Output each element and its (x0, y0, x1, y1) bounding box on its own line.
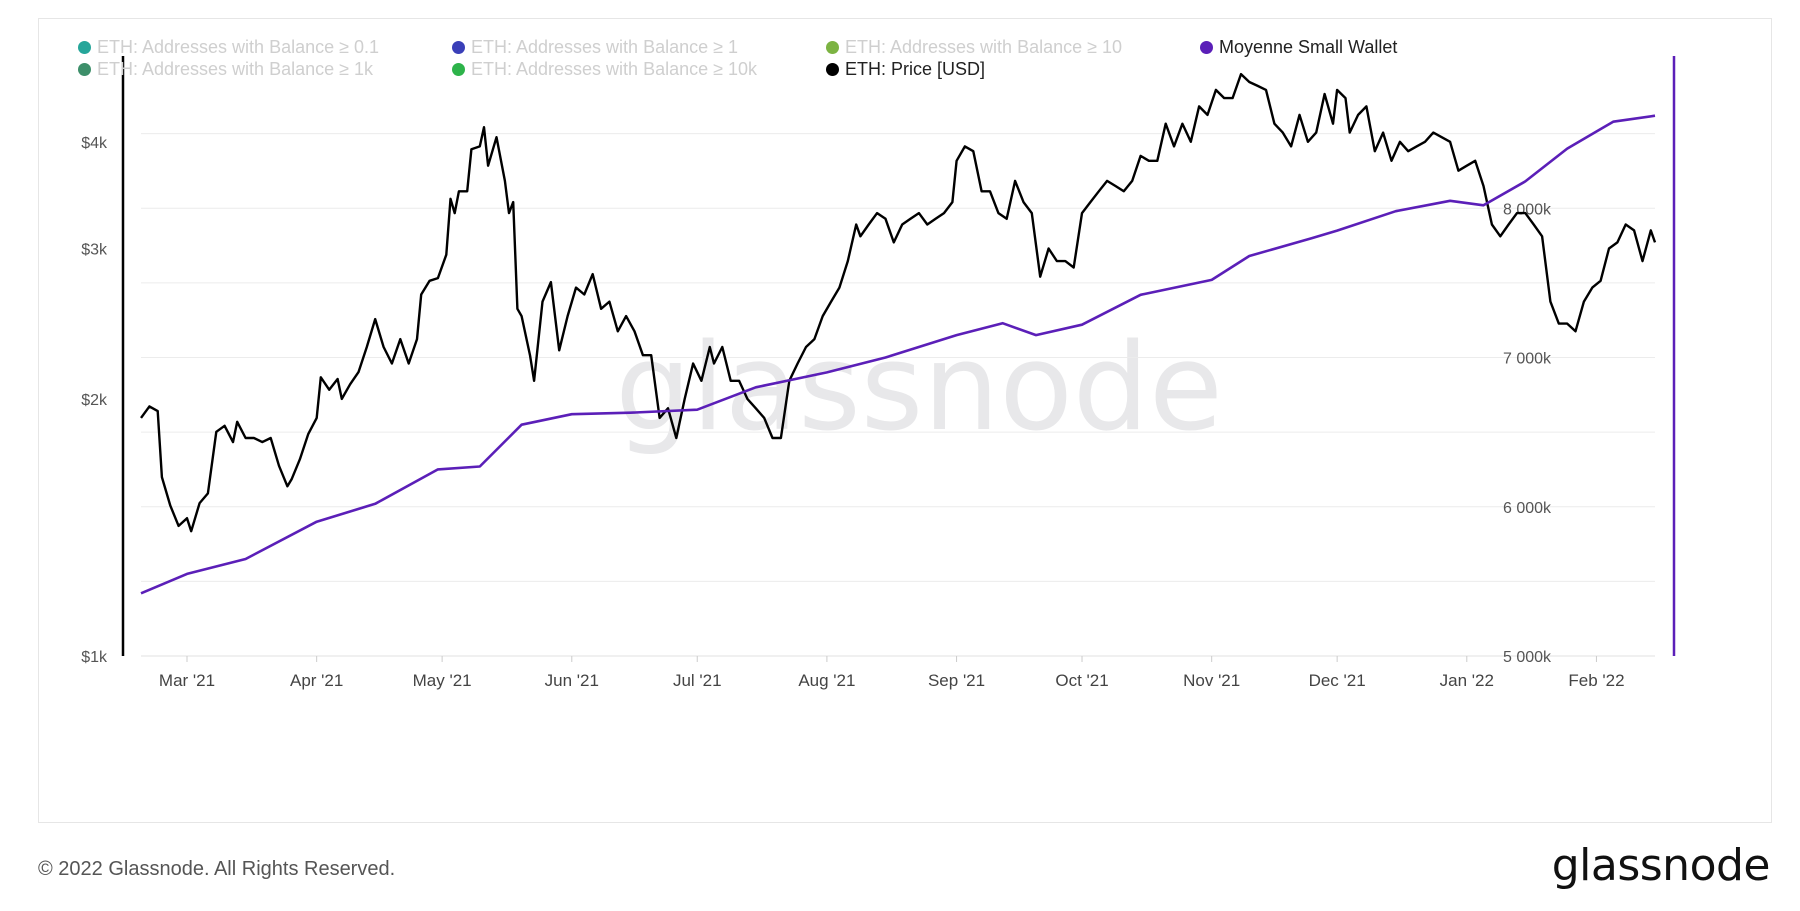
legend-label: Moyenne Small Wallet (1219, 37, 1398, 57)
legend-label: ETH: Addresses with Balance ≥ 1k (97, 59, 374, 79)
legend-dot-icon (1200, 41, 1213, 54)
legend-dot-icon (452, 63, 465, 76)
left-tick-label: $3k (81, 241, 108, 258)
chart: glassnode $1k $2k $3k $4k 5 000k 6 000k 7 000k… (81, 56, 1676, 690)
legend-item-balance-1k[interactable]: ETH: Addresses with Balance ≥ 1k (78, 58, 373, 80)
x-tick-label: Sep '21 (928, 671, 985, 690)
glassnode-logo[interactable]: glassnode (1551, 840, 1771, 891)
x-tick-label: Dec '21 (1309, 671, 1366, 690)
legend-dot-icon (78, 41, 91, 54)
x-tick-label: Jul '21 (673, 671, 722, 690)
legend-label: ETH: Price [USD] (845, 59, 986, 79)
series-lines (140, 72, 1657, 595)
series-line-eth-price (140, 72, 1657, 533)
x-tick-label: May '21 (413, 671, 472, 690)
legend-dot-icon (78, 63, 91, 76)
left-tick-label: $1k (81, 649, 108, 666)
right-tick-label: 5 000k (1503, 649, 1552, 666)
footer-copyright: © 2022 Glassnode. All Rights Reserved. (38, 858, 396, 880)
x-tick-label: Aug '21 (798, 671, 855, 690)
x-tick-label: Jun '21 (545, 671, 599, 690)
legend-dot-icon (452, 41, 465, 54)
legend-item-moyenne-small-wallet[interactable]: Moyenne Small Wallet (1200, 36, 1397, 58)
legend-item-balance-10[interactable]: ETH: Addresses with Balance ≥ 10 (826, 36, 1122, 58)
chart-frame: glassnode $1k $2k $3k $4k 5 000k 6 000k 7 000k… (38, 18, 1772, 823)
legend-label: ETH: Addresses with Balance ≥ 10k (471, 59, 758, 79)
x-tick-label: Nov '21 (1183, 671, 1240, 690)
legend-dot-icon (826, 63, 839, 76)
x-tick-label: Oct '21 (1055, 671, 1108, 690)
legend-item-eth-price[interactable]: ETH: Price [USD] (826, 58, 985, 80)
legend-label: ETH: Addresses with Balance ≥ 0.1 (97, 37, 380, 57)
x-tick-label: Mar '21 (159, 671, 215, 690)
legend-item-balance-1[interactable]: ETH: Addresses with Balance ≥ 1 (452, 36, 738, 58)
x-tick-label: Apr '21 (290, 671, 343, 690)
left-tick-label: $2k (81, 392, 108, 409)
right-tick-label: 7 000k (1503, 351, 1552, 368)
legend-item-balance-10k[interactable]: ETH: Addresses with Balance ≥ 10k (452, 58, 757, 80)
x-tick-label: Jan '22 (1440, 671, 1494, 690)
legend: ETH: Addresses with Balance ≥ 0.1 ETH: A… (78, 36, 1478, 84)
x-tick-label: Feb '22 (1568, 671, 1624, 690)
legend-item-balance-0-1[interactable]: ETH: Addresses with Balance ≥ 0.1 (78, 36, 379, 58)
series-line-moyenne-small-wallet (140, 114, 1656, 595)
right-tick-label: 6 000k (1503, 500, 1552, 517)
legend-dot-icon (826, 41, 839, 54)
watermark: glassnode (615, 319, 1223, 458)
left-tick-label: $4k (81, 135, 108, 152)
legend-label: ETH: Addresses with Balance ≥ 10 (845, 37, 1123, 57)
legend-label: ETH: Addresses with Balance ≥ 1 (471, 37, 739, 57)
